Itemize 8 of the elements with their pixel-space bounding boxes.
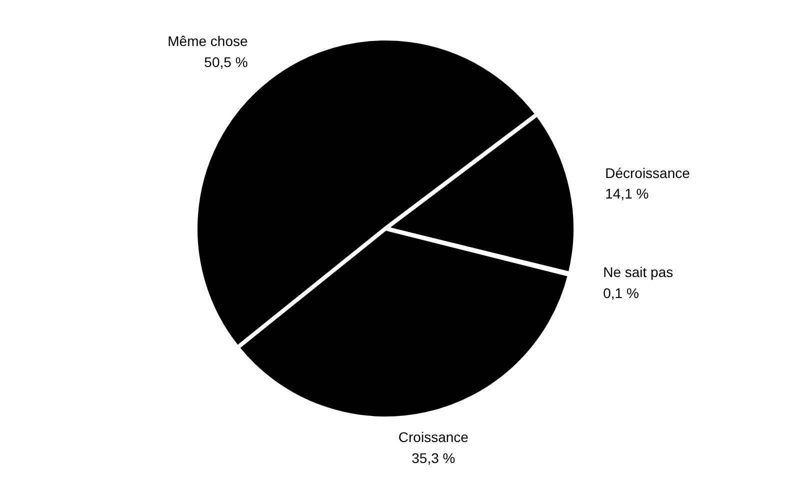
slice-label: Décroissance (605, 164, 690, 181)
data-label: 35,3 % (412, 450, 456, 466)
data-label: 14,1 % (605, 186, 649, 202)
data-label: 50,5 % (204, 54, 248, 70)
slice-label: Même chose (168, 33, 248, 50)
slice-label: Croissance (398, 429, 469, 446)
data-label: 0,1 % (603, 284, 639, 301)
slice-label: Ne sait pas (603, 264, 674, 280)
